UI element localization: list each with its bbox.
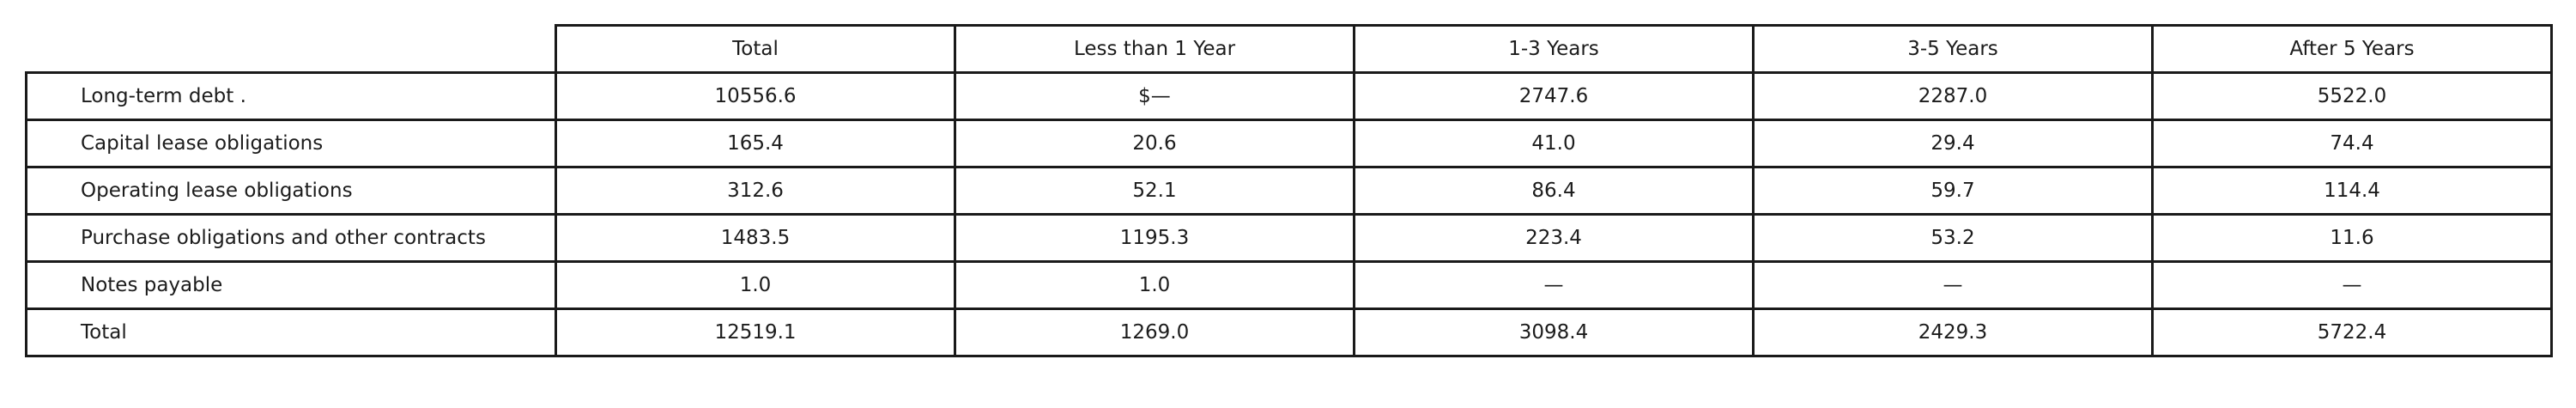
table-cell: 2747.6 <box>1353 71 1755 121</box>
table-cell: 74.4 <box>2151 119 2553 168</box>
table-cell: 41.0 <box>1353 119 1755 168</box>
table-cell: 53.2 <box>1752 213 2154 263</box>
table-cell: 223.4 <box>1353 213 1755 263</box>
column-header-3-5-years: 3-5 Years <box>1752 24 2154 74</box>
table-cell: 10556.6 <box>555 71 956 121</box>
column-header-total: Total <box>555 24 956 74</box>
table-cell: 165.4 <box>555 119 956 168</box>
table-cell: 5522.0 <box>2151 71 2553 121</box>
table-cell: 12519.1 <box>555 308 956 357</box>
table-cell: 29.4 <box>1752 119 2154 168</box>
table-cell: — <box>1752 260 2154 310</box>
table-cell: — <box>2151 260 2553 310</box>
header-corner-cell <box>26 25 557 74</box>
table-cell: 312.6 <box>555 166 956 216</box>
table-cell: 114.4 <box>2151 166 2553 216</box>
row-label: Capital lease obligations <box>25 119 557 168</box>
table-cell: 1.0 <box>555 260 956 310</box>
table-row: Purchase obligations and other contracts… <box>25 213 2553 263</box>
table-row: Notes payable 1.0 1.0 — — — <box>25 260 2553 310</box>
table-cell: 11.6 <box>2151 213 2553 263</box>
table-row: Capital lease obligations 165.4 20.6 41.… <box>25 119 2553 168</box>
table-cell: 1.0 <box>954 260 1355 310</box>
table-cell: $— <box>954 71 1355 121</box>
table-cell: 1195.3 <box>954 213 1355 263</box>
table-cell: 1483.5 <box>555 213 956 263</box>
header-row: Total Less than 1 Year 1-3 Years 3-5 Yea… <box>26 24 2553 74</box>
table-cell: 3098.4 <box>1353 308 1755 357</box>
row-label: Long-term debt . <box>25 71 557 121</box>
row-label: Operating lease obligations <box>25 166 557 216</box>
total-row: Total 12519.1 1269.0 3098.4 2429.3 5722.… <box>25 308 2553 357</box>
table-header: Total Less than 1 Year 1-3 Years 3-5 Yea… <box>26 24 2553 74</box>
table-body: Long-term debt . 10556.6 $— 2747.6 2287.… <box>25 71 2553 357</box>
table-cell: 59.7 <box>1752 166 2154 216</box>
table-cell: 5722.4 <box>2151 308 2553 357</box>
column-header-less-than-1-year: Less than 1 Year <box>954 24 1355 74</box>
table-cell: 2287.0 <box>1752 71 2154 121</box>
column-header-after-5-years: After 5 Years <box>2151 24 2553 74</box>
table-row: Operating lease obligations 312.6 52.1 8… <box>25 166 2553 216</box>
table-row: Long-term debt . 10556.6 $— 2747.6 2287.… <box>25 71 2553 121</box>
table-cell: — <box>1353 260 1755 310</box>
row-label: Notes payable <box>25 260 557 310</box>
table-cell: 20.6 <box>954 119 1355 168</box>
table-cell: 52.1 <box>954 166 1355 216</box>
table-cell: 1269.0 <box>954 308 1355 357</box>
row-label: Purchase obligations and other contracts <box>25 213 557 263</box>
contractual-obligations-table: Total Less than 1 Year 1-3 Years 3-5 Yea… <box>25 24 2553 357</box>
table-cell: 86.4 <box>1353 166 1755 216</box>
table-cell: 2429.3 <box>1752 308 2154 357</box>
row-label: Total <box>25 308 557 357</box>
column-header-1-3-years: 1-3 Years <box>1353 24 1755 74</box>
